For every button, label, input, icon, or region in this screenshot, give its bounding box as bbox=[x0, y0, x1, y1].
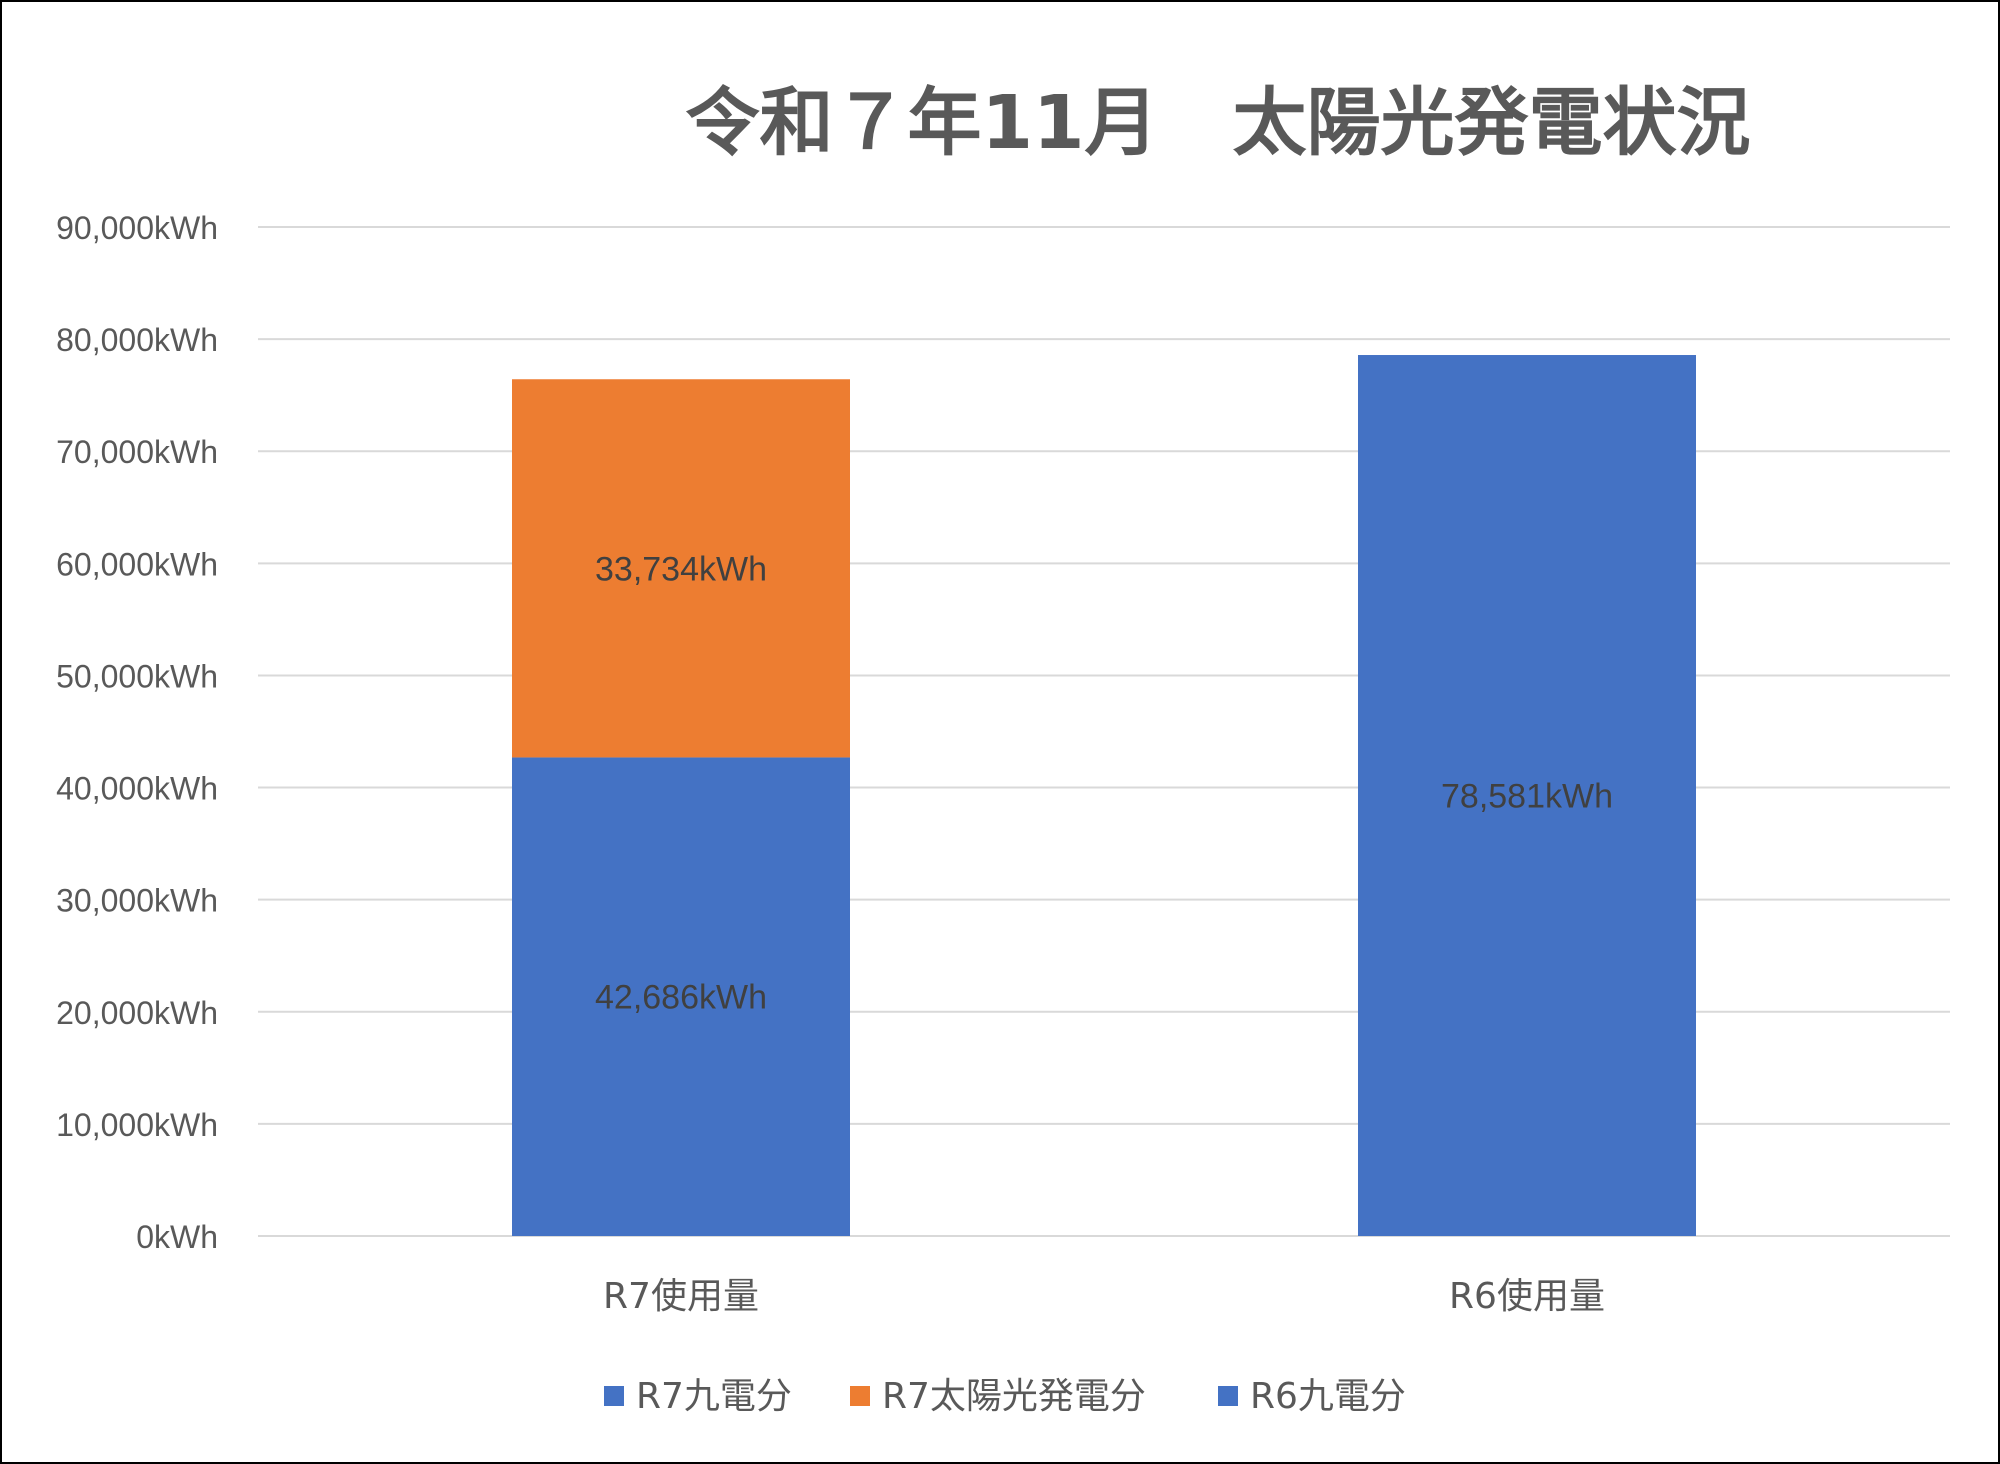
legend-swatch bbox=[1218, 1386, 1238, 1406]
x-axis-category-labels: R7使用量 R6使用量 bbox=[603, 1276, 1605, 1317]
y-tick-label: 0kWh bbox=[136, 1219, 218, 1255]
x-category-label: R7使用量 bbox=[603, 1276, 759, 1317]
y-tick-label: 90,000kWh bbox=[56, 210, 218, 246]
bar-segment bbox=[512, 379, 850, 758]
legend-label: R6九電分 bbox=[1250, 1376, 1406, 1417]
y-tick-label: 80,000kWh bbox=[56, 322, 218, 358]
bar-segment bbox=[512, 757, 850, 1236]
legend-swatch bbox=[850, 1386, 870, 1406]
legend-swatch bbox=[604, 1386, 624, 1406]
y-tick-label: 40,000kWh bbox=[56, 771, 218, 807]
data-label: 42,686kWh bbox=[595, 979, 767, 1017]
legend-label: R7太陽光発電分 bbox=[882, 1376, 1146, 1417]
data-label: 78,581kWh bbox=[1441, 778, 1613, 816]
chart-title: 令和７年11月 太陽光発電状況 bbox=[686, 80, 1751, 166]
bars bbox=[512, 355, 1696, 1237]
y-tick-label: 20,000kWh bbox=[56, 995, 218, 1031]
bar-segment bbox=[1358, 355, 1696, 1237]
legend: R7九電分 R7太陽光発電分 R6九電分 bbox=[604, 1376, 1406, 1417]
legend-label: R7九電分 bbox=[636, 1376, 792, 1417]
y-tick-label: 70,000kWh bbox=[56, 434, 218, 470]
gridlines bbox=[258, 226, 1950, 1237]
y-tick-label: 30,000kWh bbox=[56, 883, 218, 919]
x-category-label: R6使用量 bbox=[1449, 1276, 1605, 1317]
data-labels: 42,686kWh 33,734kWh 78,581kWh bbox=[595, 550, 1613, 1016]
y-tick-label: 60,000kWh bbox=[56, 546, 218, 582]
y-tick-label: 10,000kWh bbox=[56, 1107, 218, 1143]
data-label: 33,734kWh bbox=[595, 550, 767, 588]
y-tick-label: 50,000kWh bbox=[56, 658, 218, 694]
y-axis-tick-labels: 0kWh 10,000kWh 20,000kWh 30,000kWh 40,000kWh… bbox=[56, 210, 218, 1255]
